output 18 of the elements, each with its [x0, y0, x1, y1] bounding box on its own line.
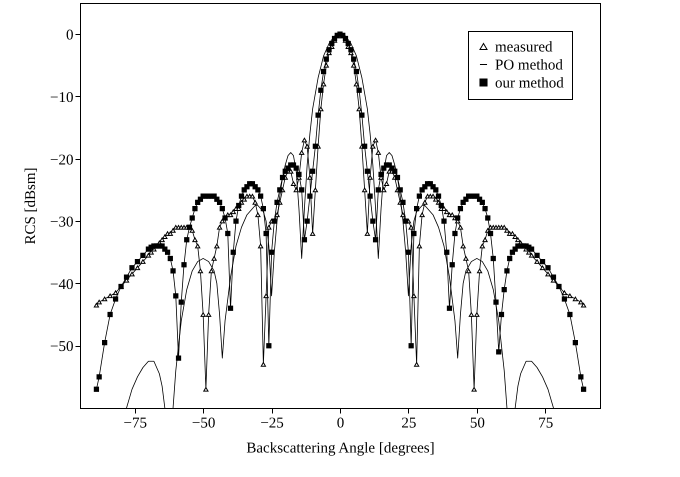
y-tick-label: 0	[66, 28, 74, 44]
x-tick-label: −50	[192, 416, 216, 432]
y-tick-label: −50	[50, 339, 74, 356]
y-tick-label: −40	[50, 276, 74, 293]
x-tick-label: 75	[538, 416, 554, 432]
x-axis-title: Backscattering Angle [degrees]	[246, 440, 435, 456]
legend-label: PO method	[495, 58, 564, 74]
x-tick-label: 0	[336, 416, 344, 432]
y-tick-label: −30	[50, 214, 74, 231]
y-tick-label: −10	[50, 90, 74, 106]
x-tick-label: −75	[124, 416, 147, 432]
y-axis-title: RCS [dBsm]	[23, 167, 40, 245]
legend-label: our method	[495, 76, 564, 92]
x-tick-label: −25	[260, 416, 284, 432]
x-tick-label: 50	[470, 416, 485, 432]
x-tick-label: 25	[401, 416, 416, 432]
legend-label: measured	[495, 40, 553, 56]
y-tick-label: −20	[50, 152, 74, 168]
